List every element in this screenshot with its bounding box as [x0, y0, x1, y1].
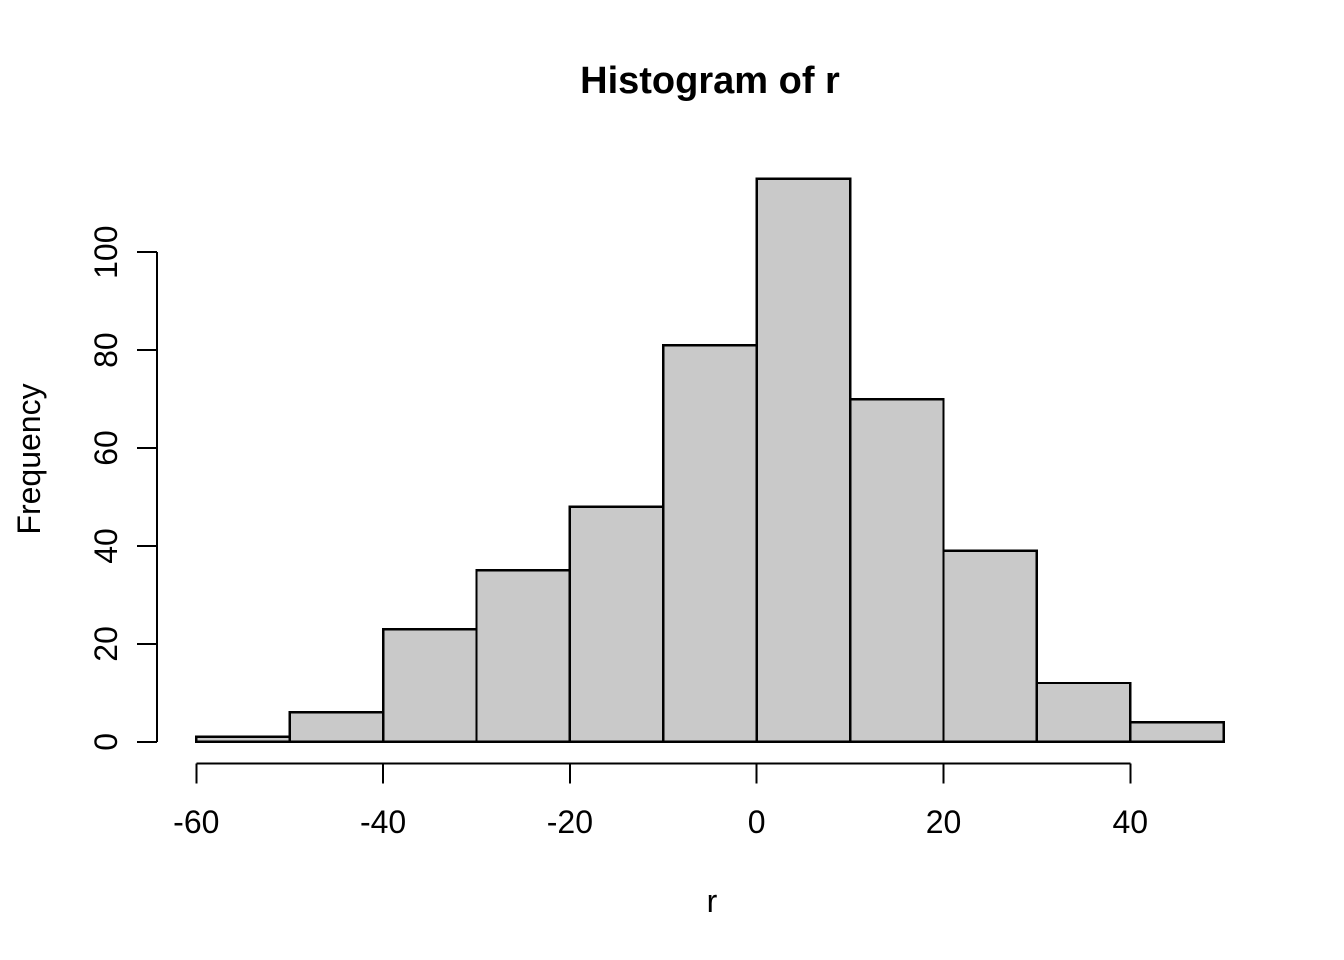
histogram-bar	[848, 397, 945, 744]
x-tick-label: 40	[1113, 804, 1149, 840]
histogram-bar	[755, 177, 852, 744]
x-tick-label: -40	[360, 804, 406, 840]
y-tick-label: 40	[88, 528, 124, 564]
y-axis-label: Frequency	[11, 383, 47, 534]
y-tick-label: 20	[88, 626, 124, 662]
y-tick-label: 60	[88, 430, 124, 466]
x-tick-label: -20	[547, 804, 593, 840]
y-tick-label: 100	[88, 226, 124, 279]
x-axis-label: r	[707, 883, 718, 919]
histogram-bars	[195, 177, 1225, 744]
histogram-bar	[942, 549, 1039, 744]
histogram-bar	[1035, 681, 1132, 743]
histogram-bar	[568, 505, 665, 743]
axes: 0 20 40 60 80 100 -60 -40 -20 0 20 40	[88, 226, 1148, 840]
x-tick-label: -60	[173, 804, 219, 840]
x-tick-label: 20	[926, 804, 962, 840]
y-tick-label: 0	[88, 733, 124, 751]
chart-title: Histogram of r	[580, 60, 840, 102]
histogram-bar	[475, 569, 572, 744]
x-tick-label: 0	[748, 804, 766, 840]
histogram-bar	[288, 711, 385, 744]
histogram-bar	[1129, 721, 1225, 744]
histogram-bar	[662, 344, 758, 744]
histogram-bar	[195, 735, 291, 744]
histogram-bar	[381, 628, 478, 744]
y-tick-label: 80	[88, 332, 124, 368]
